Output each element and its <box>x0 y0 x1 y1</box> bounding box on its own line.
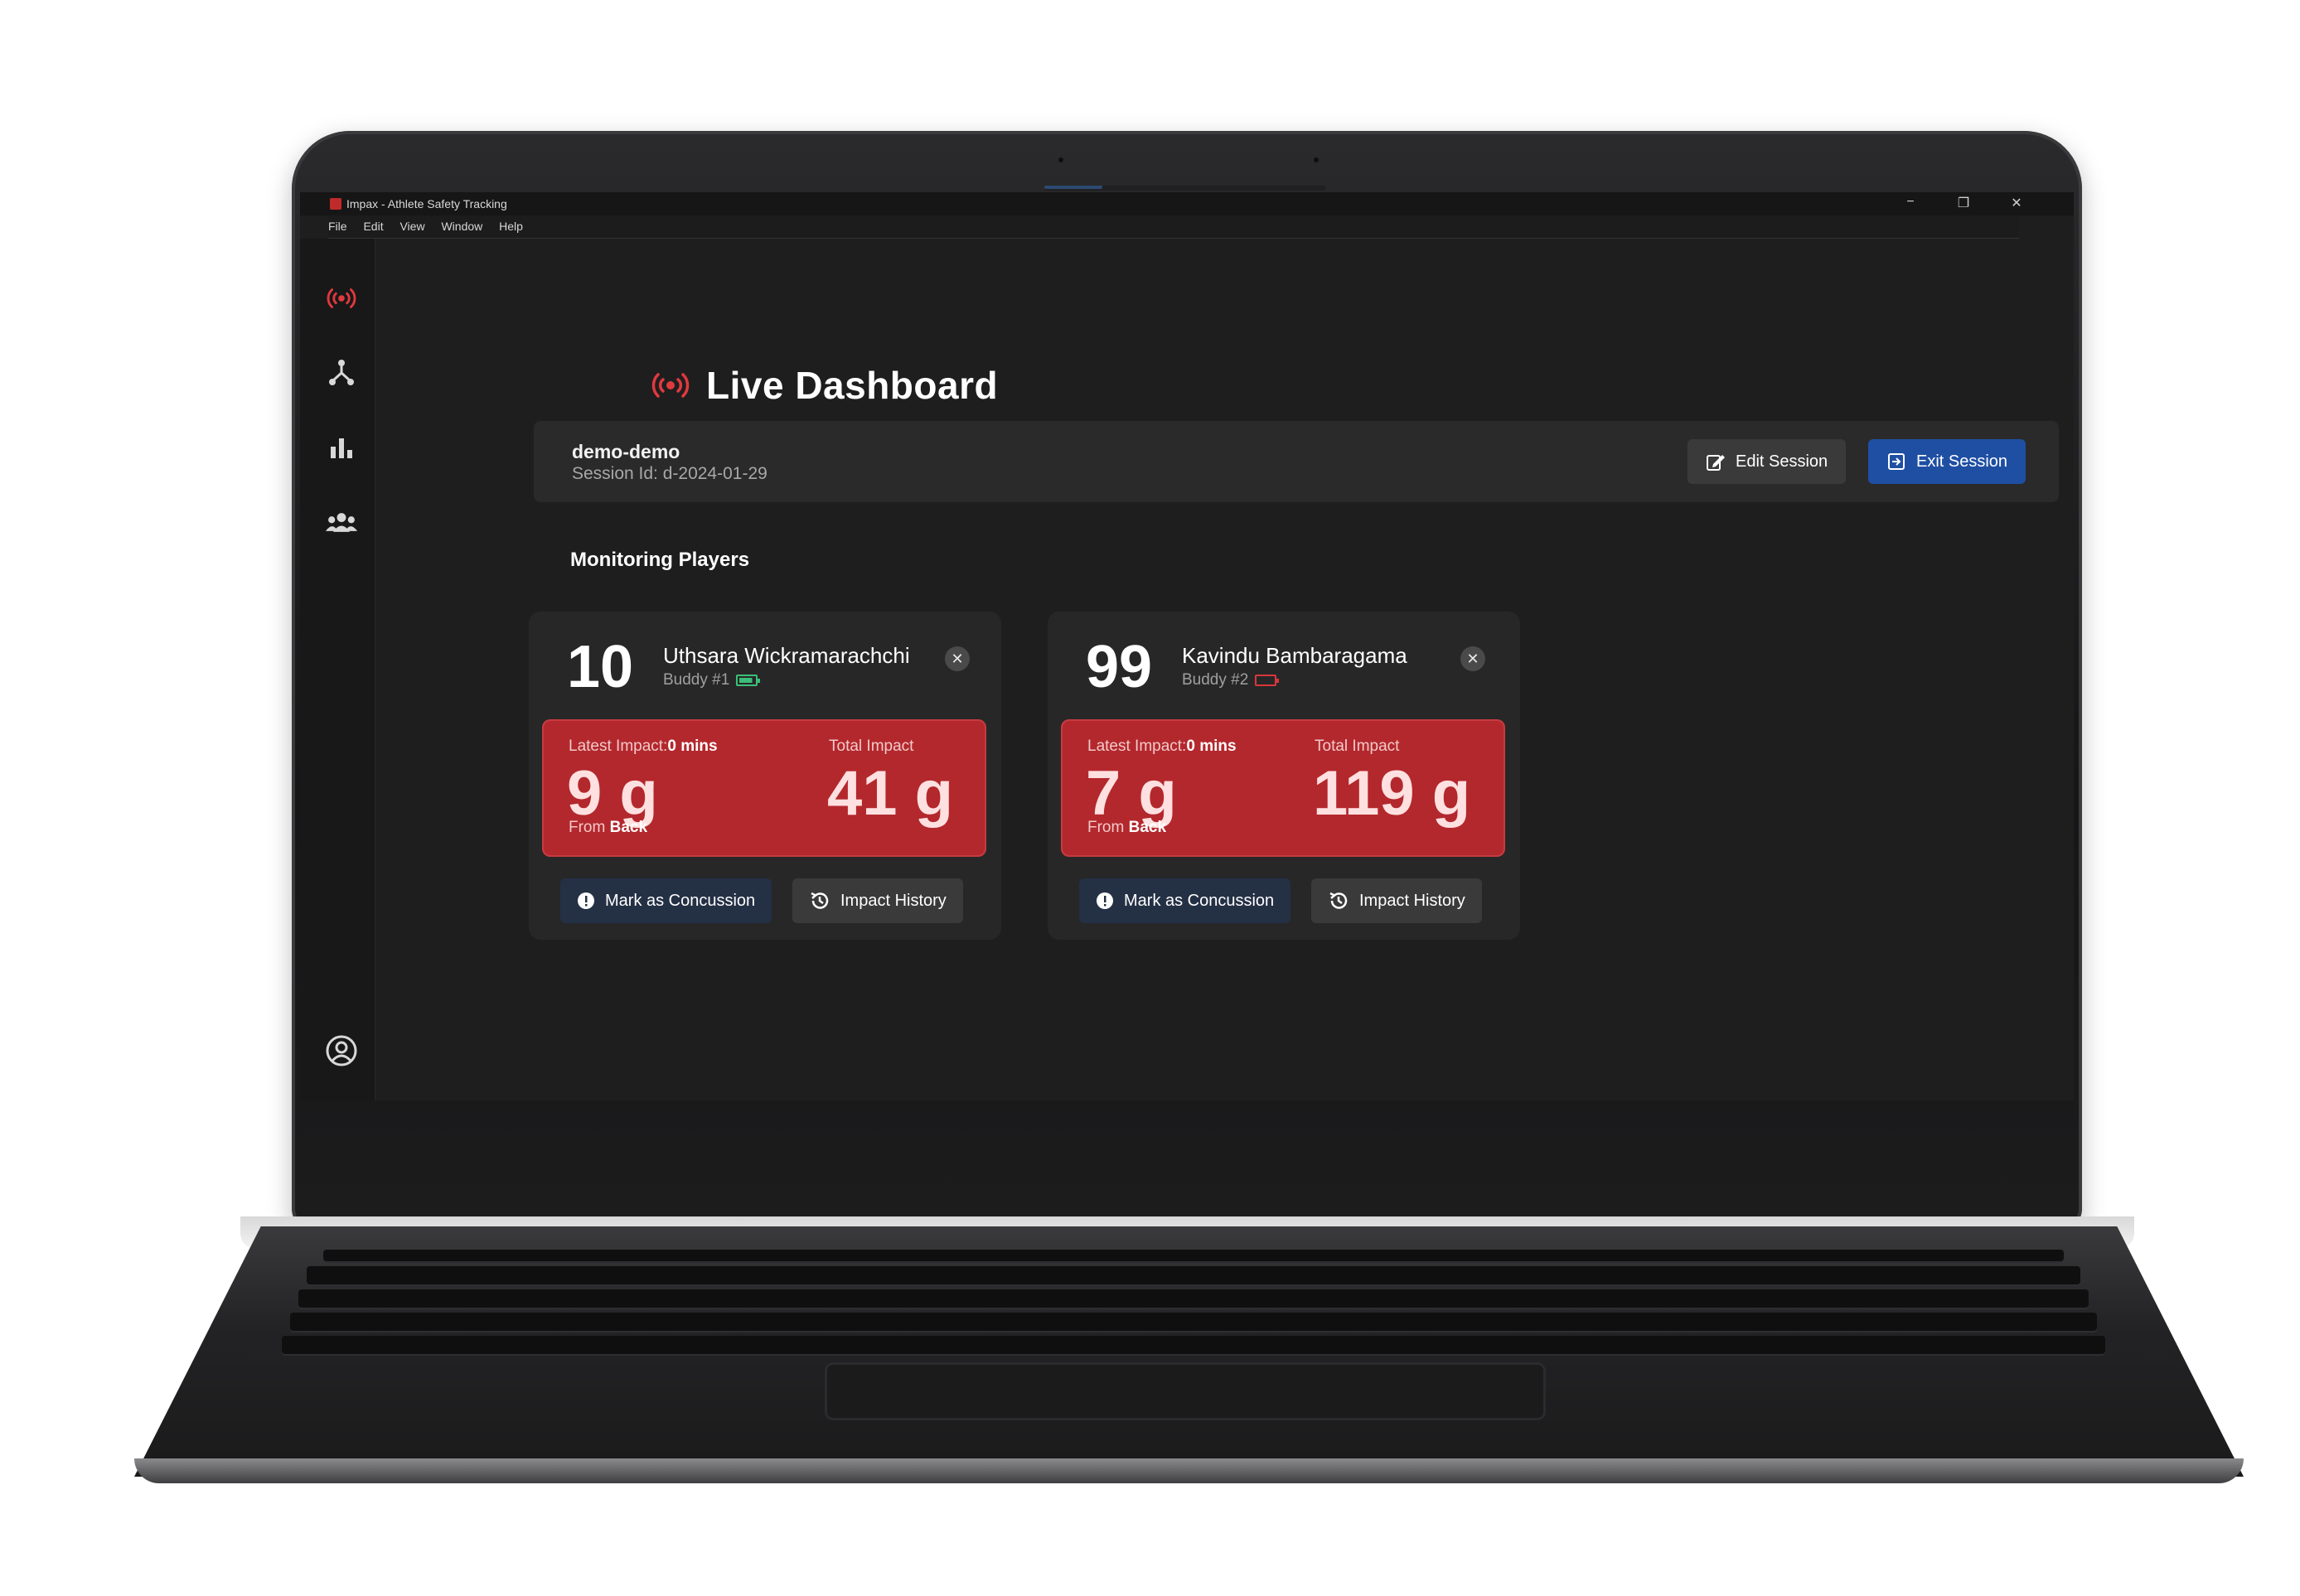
mark-concussion-label: Mark as Concussion <box>1124 891 1275 910</box>
latest-impact-label: Latest Impact:0 mins <box>569 738 718 755</box>
network-icon[interactable] <box>325 356 358 389</box>
live-broadcast-icon <box>651 373 690 398</box>
total-impact-value: 119 g <box>1313 758 1471 829</box>
edit-session-label: Edit Session <box>1736 452 1828 471</box>
battery-low-icon <box>1255 675 1280 686</box>
session-id: Session Id: d-2024-01-29 <box>572 464 767 483</box>
latest-impact-value: 7 g <box>1086 758 1177 829</box>
keyboard <box>249 1250 2138 1357</box>
menu-view[interactable]: View <box>399 220 425 233</box>
sidebar <box>300 239 376 1100</box>
player-card: 99 Kavindu Bambaragama Buddy #2 ✕ Latest… <box>1048 612 1520 940</box>
user-circle-icon[interactable] <box>325 1034 358 1067</box>
mark-concussion-button[interactable]: Mark as Concussion <box>1079 878 1291 923</box>
total-impact-label: Total Impact <box>829 738 914 755</box>
page-title-text: Live Dashboard <box>706 364 999 407</box>
buddy-text: Buddy #1 <box>663 671 730 689</box>
session-name: demo-demo <box>572 441 680 462</box>
impact-direction: From Back <box>569 819 648 836</box>
camera-strip <box>1044 186 1326 191</box>
edit-icon <box>1707 455 1725 471</box>
latest-impact-value: 9 g <box>567 758 658 829</box>
player-name: Uthsara Wickramarachchi <box>663 643 910 668</box>
minimize-button[interactable]: − <box>1906 195 1915 209</box>
menu-edit[interactable]: Edit <box>363 220 384 233</box>
bar-chart-icon[interactable] <box>325 431 358 464</box>
remove-player-button[interactable]: ✕ <box>1460 646 1485 671</box>
menu-bar: File Edit View Window Help <box>328 215 2019 239</box>
close-window-button[interactable]: ✕ <box>2011 196 2022 210</box>
total-impact-label: Total Impact <box>1315 738 1400 755</box>
app-window: Impax - Athlete Safety Tracking − ❐ ✕ Fi… <box>300 192 2074 1100</box>
menu-window[interactable]: Window <box>441 220 483 233</box>
laptop-base-edge <box>134 1458 2244 1483</box>
buddy-label: Buddy #1 <box>663 671 761 689</box>
impact-summary: Latest Impact:0 mins 7 g Total Impact 11… <box>1061 719 1505 857</box>
mark-concussion-button[interactable]: Mark as Concussion <box>560 878 772 923</box>
camera-dot <box>1058 157 1063 162</box>
sensor-dot <box>1314 157 1319 162</box>
alert-icon <box>578 892 594 909</box>
player-name: Kavindu Bambaragama <box>1182 643 1407 668</box>
jersey-number: 10 <box>567 634 634 700</box>
impact-history-label: Impact History <box>1359 891 1465 910</box>
total-impact-value: 41 g <box>827 758 954 829</box>
title-bar: Impax - Athlete Safety Tracking − ❐ ✕ <box>300 192 2074 215</box>
impact-direction: From Back <box>1087 819 1167 836</box>
player-card: 10 Uthsara Wickramarachchi Buddy #1 ✕ La… <box>529 612 1001 940</box>
exit-session-button[interactable]: Exit Session <box>1868 439 2026 484</box>
page-title: Live Dashboard <box>650 363 998 408</box>
buddy-label: Buddy #2 <box>1182 671 1280 689</box>
menu-file[interactable]: File <box>328 220 347 233</box>
remove-player-button[interactable]: ✕ <box>945 646 970 671</box>
trackpad <box>825 1362 1546 1420</box>
restore-button[interactable]: ❐ <box>1957 196 1970 210</box>
exit-session-label: Exit Session <box>1916 452 2008 471</box>
impact-history-button[interactable]: Impact History <box>792 878 963 923</box>
main-content: Live Dashboard demo-demo Session Id: d-2… <box>376 239 2074 1100</box>
menu-help[interactable]: Help <box>499 220 523 233</box>
mark-concussion-label: Mark as Concussion <box>605 891 756 910</box>
impact-history-label: Impact History <box>840 891 947 910</box>
latest-impact-label: Latest Impact:0 mins <box>1087 738 1237 755</box>
edit-session-button[interactable]: Edit Session <box>1687 439 1847 484</box>
battery-full-icon <box>736 675 761 686</box>
impact-history-button[interactable]: Impact History <box>1311 878 1482 923</box>
history-icon <box>1329 892 1348 909</box>
exit-icon <box>1888 453 1905 470</box>
broadcast-icon[interactable] <box>325 282 358 315</box>
history-icon <box>811 892 829 909</box>
users-icon[interactable] <box>325 505 358 539</box>
window-title: Impax - Athlete Safety Tracking <box>346 197 507 210</box>
alert-icon <box>1097 892 1113 909</box>
monitoring-title: Monitoring Players <box>570 549 750 571</box>
impact-summary: Latest Impact:0 mins 9 g Total Impact 41… <box>542 719 986 857</box>
buddy-text: Buddy #2 <box>1182 671 1249 689</box>
impax-logo-icon <box>330 198 341 210</box>
session-bar: demo-demo Session Id: d-2024-01-29 Edit … <box>534 421 2059 502</box>
jersey-number: 99 <box>1086 634 1153 700</box>
